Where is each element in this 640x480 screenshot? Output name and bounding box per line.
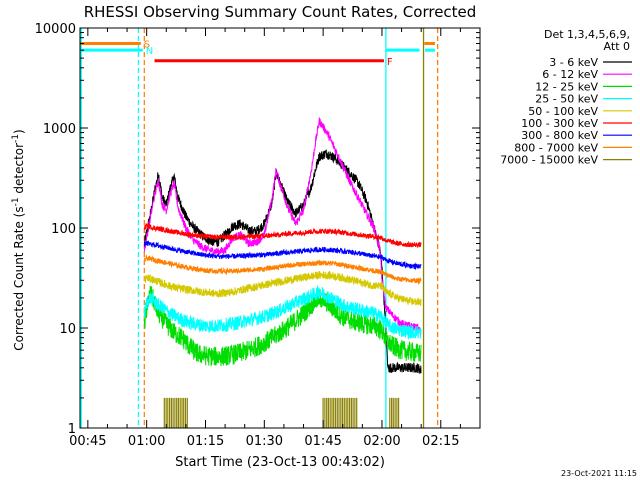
legend-label-5: 100 - 300 keV: [521, 117, 598, 130]
legend-label-1: 6 - 12 keV: [542, 68, 598, 81]
plot-area: SN F 00:45 01:00 01:15 01:30 01:45 02:00 02:15 1…: [35, 22, 481, 449]
series-line-12-25: [143, 285, 422, 367]
x-axis-label: Start Time (23-Oct-13 00:43:02): [175, 455, 385, 470]
chart-title: RHESSI Observing Summary Count Rates, Co…: [84, 3, 477, 21]
spikes-7000-15000-kev: [163, 397, 400, 428]
flag-bars: SN F: [80, 39, 435, 68]
y-tick-label-4: 10000: [35, 22, 76, 37]
x-tick-label-4: 01:45: [304, 434, 341, 449]
legend-header-line-2: Att 0: [604, 40, 630, 53]
x-tick-label-1: 01:00: [128, 434, 165, 449]
y-axis-label: Corrected Count Rate (s-1 detector-1): [11, 129, 26, 350]
legend-header-line-1: Det 1,3,4,5,6,9,: [544, 28, 630, 41]
series-line-6-12: [143, 117, 422, 337]
plot-frame: [79, 27, 481, 429]
series-line-50-100: [143, 270, 422, 306]
y-tick-label-3: 1000: [43, 122, 76, 137]
y-tick-label-0: 1: [68, 422, 76, 437]
axis-ticks: 00:45 01:00 01:15 01:30 01:45 02:00 02:15 1 10 10…: [35, 22, 481, 449]
x-tick-label-6: 02:15: [422, 434, 459, 449]
series-lines: [143, 117, 422, 374]
series-spikes-7000-15000: [163, 397, 400, 428]
vertical-markers: [80, 28, 439, 428]
series-line-25-50: [143, 285, 422, 341]
x-tick-label-0: 00:45: [69, 434, 106, 449]
legend-label-6: 300 - 800 keV: [521, 129, 598, 142]
flag-F-label: F: [387, 57, 393, 68]
x-tick-label-2: 01:15: [187, 434, 224, 449]
flag-N-label: N: [146, 46, 153, 57]
flag-S-label: S: [144, 39, 150, 50]
x-tick-label-3: 01:30: [246, 434, 283, 449]
legend-label-3: 25 - 50 keV: [535, 93, 598, 106]
series-line-800-7000: [143, 254, 422, 286]
y-tick-label-2: 100: [51, 222, 76, 237]
series-line-100-300: [143, 222, 422, 249]
legend-label-7: 800 - 7000 keV: [514, 141, 598, 154]
generated-timestamp: 23-Oct-2021 11:15: [561, 469, 637, 478]
y-tick-label-1: 10: [59, 322, 76, 337]
legend-label-2: 12 - 25 keV: [535, 80, 598, 93]
legend-label-8: 7000 - 15000 keV: [500, 154, 598, 167]
legend-label-4: 50 - 100 keV: [528, 105, 598, 118]
series-line-300-800: [143, 239, 422, 271]
x-tick-label-5: 02:00: [363, 434, 400, 449]
legend-label-0: 3 - 6 keV: [549, 56, 598, 69]
